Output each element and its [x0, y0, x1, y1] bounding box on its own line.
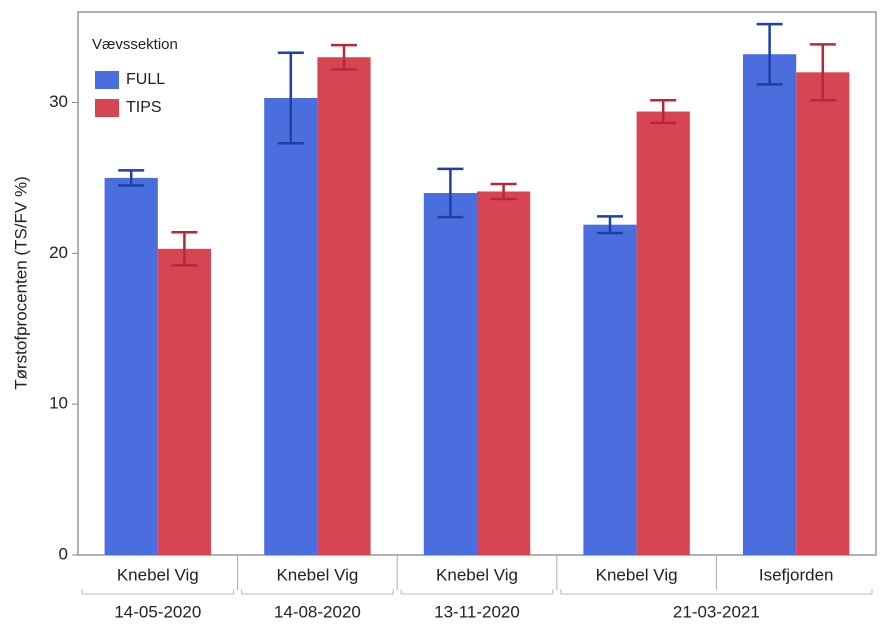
bar	[264, 97, 318, 555]
group-label: 14-08-2020	[274, 602, 361, 621]
y-tick-label: 10	[49, 394, 68, 413]
bar	[317, 57, 371, 555]
bar	[157, 248, 211, 555]
x-tick-label: Knebel Vig	[117, 565, 199, 584]
legend-swatch	[95, 71, 119, 89]
group-bracket	[81, 589, 235, 595]
bar	[423, 193, 477, 555]
legend-label: TIPS	[126, 99, 162, 116]
x-tick-label: Knebel Vig	[276, 565, 358, 584]
group-label: 14-05-2020	[114, 602, 201, 621]
bar	[104, 177, 158, 555]
group-bracket	[560, 589, 873, 595]
group-label: 21-03-2021	[673, 602, 760, 621]
legend-swatch	[95, 99, 119, 117]
y-tick-label: 20	[49, 243, 68, 262]
y-tick-label: 30	[49, 92, 68, 111]
x-tick-label: Knebel Vig	[596, 565, 678, 584]
legend-label: FULL	[126, 71, 165, 88]
group-label: 13-11-2020	[434, 602, 520, 621]
bar	[743, 54, 797, 555]
bar	[583, 224, 637, 556]
group-bracket	[241, 589, 394, 595]
bar	[796, 72, 850, 555]
y-tick-label: 0	[59, 544, 68, 563]
x-tick-label: Knebel Vig	[436, 565, 518, 584]
bar	[636, 111, 690, 556]
bar	[477, 191, 531, 555]
group-bracket	[400, 589, 554, 595]
legend-title: Vævssektion	[92, 36, 178, 53]
x-tick-label: Isefjorden	[759, 565, 834, 584]
y-axis-label: Tørstofprocenten (TS/FV %)	[11, 176, 30, 390]
